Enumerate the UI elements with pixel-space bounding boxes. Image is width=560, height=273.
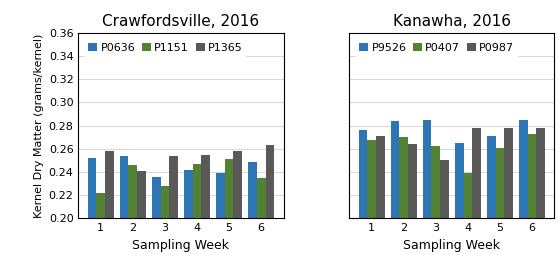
Bar	[408, 144, 417, 273]
Bar	[391, 121, 399, 273]
Bar	[216, 173, 225, 273]
Bar	[367, 140, 376, 273]
Bar	[423, 120, 431, 273]
Bar	[128, 165, 137, 273]
Y-axis label: Kernel Dry Matter (grams/kernel): Kernel Dry Matter (grams/kernel)	[35, 33, 44, 218]
Bar	[431, 146, 440, 273]
Bar	[161, 186, 169, 273]
Bar	[358, 130, 367, 273]
Bar	[464, 173, 472, 273]
Bar	[184, 170, 193, 273]
Bar	[399, 137, 408, 273]
Bar	[137, 171, 146, 273]
Bar	[455, 143, 464, 273]
Bar	[487, 136, 496, 273]
Bar	[519, 120, 528, 273]
Bar	[528, 134, 536, 273]
X-axis label: Sampling Week: Sampling Week	[403, 239, 500, 252]
Bar	[96, 193, 105, 273]
Bar	[120, 156, 128, 273]
Bar	[496, 148, 505, 273]
Bar	[152, 177, 161, 273]
Bar	[536, 128, 545, 273]
Legend: P9526, P0407, P0987: P9526, P0407, P0987	[355, 38, 519, 57]
Bar	[248, 162, 257, 273]
Bar	[225, 159, 234, 273]
Bar	[169, 156, 178, 273]
Bar	[88, 158, 96, 273]
Title: Kanawha, 2016: Kanawha, 2016	[393, 14, 511, 29]
Bar	[105, 151, 114, 273]
Bar	[265, 145, 274, 273]
X-axis label: Sampling Week: Sampling Week	[133, 239, 230, 252]
Bar	[472, 128, 481, 273]
Bar	[376, 136, 385, 273]
Bar	[234, 151, 242, 273]
Bar	[202, 155, 210, 273]
Bar	[440, 160, 449, 273]
Legend: P0636, P1151, P1365: P0636, P1151, P1365	[84, 38, 247, 57]
Bar	[257, 178, 265, 273]
Title: Crawfordsville, 2016: Crawfordsville, 2016	[102, 14, 259, 29]
Bar	[505, 128, 513, 273]
Bar	[193, 164, 202, 273]
